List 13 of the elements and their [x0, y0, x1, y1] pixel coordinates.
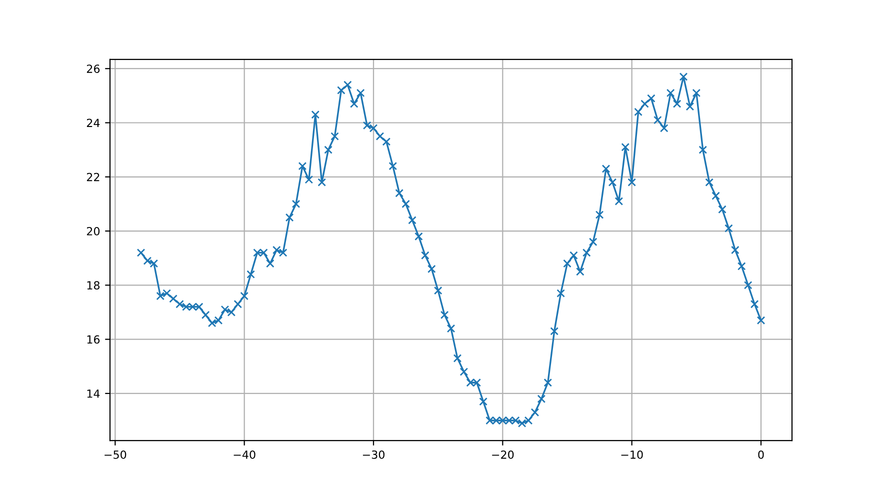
y-tick-label: 26: [86, 64, 100, 73]
x-tick-label: 0: [758, 450, 764, 459]
x-tick-label: −50: [104, 450, 126, 459]
y-tick-label: 22: [86, 172, 100, 182]
x-tick-label: −40: [234, 450, 256, 459]
y-tick-label: 14: [87, 390, 100, 398]
y-tick-label: 20: [86, 227, 100, 236]
x-tick-label: −10: [621, 450, 643, 459]
y-tick-label: 24: [86, 118, 100, 127]
x-tick-label: −20: [492, 450, 514, 459]
y-tick-label: 16: [87, 335, 100, 344]
y-tick-label: 18: [87, 281, 100, 290]
x-tick-label: −30: [362, 450, 384, 459]
